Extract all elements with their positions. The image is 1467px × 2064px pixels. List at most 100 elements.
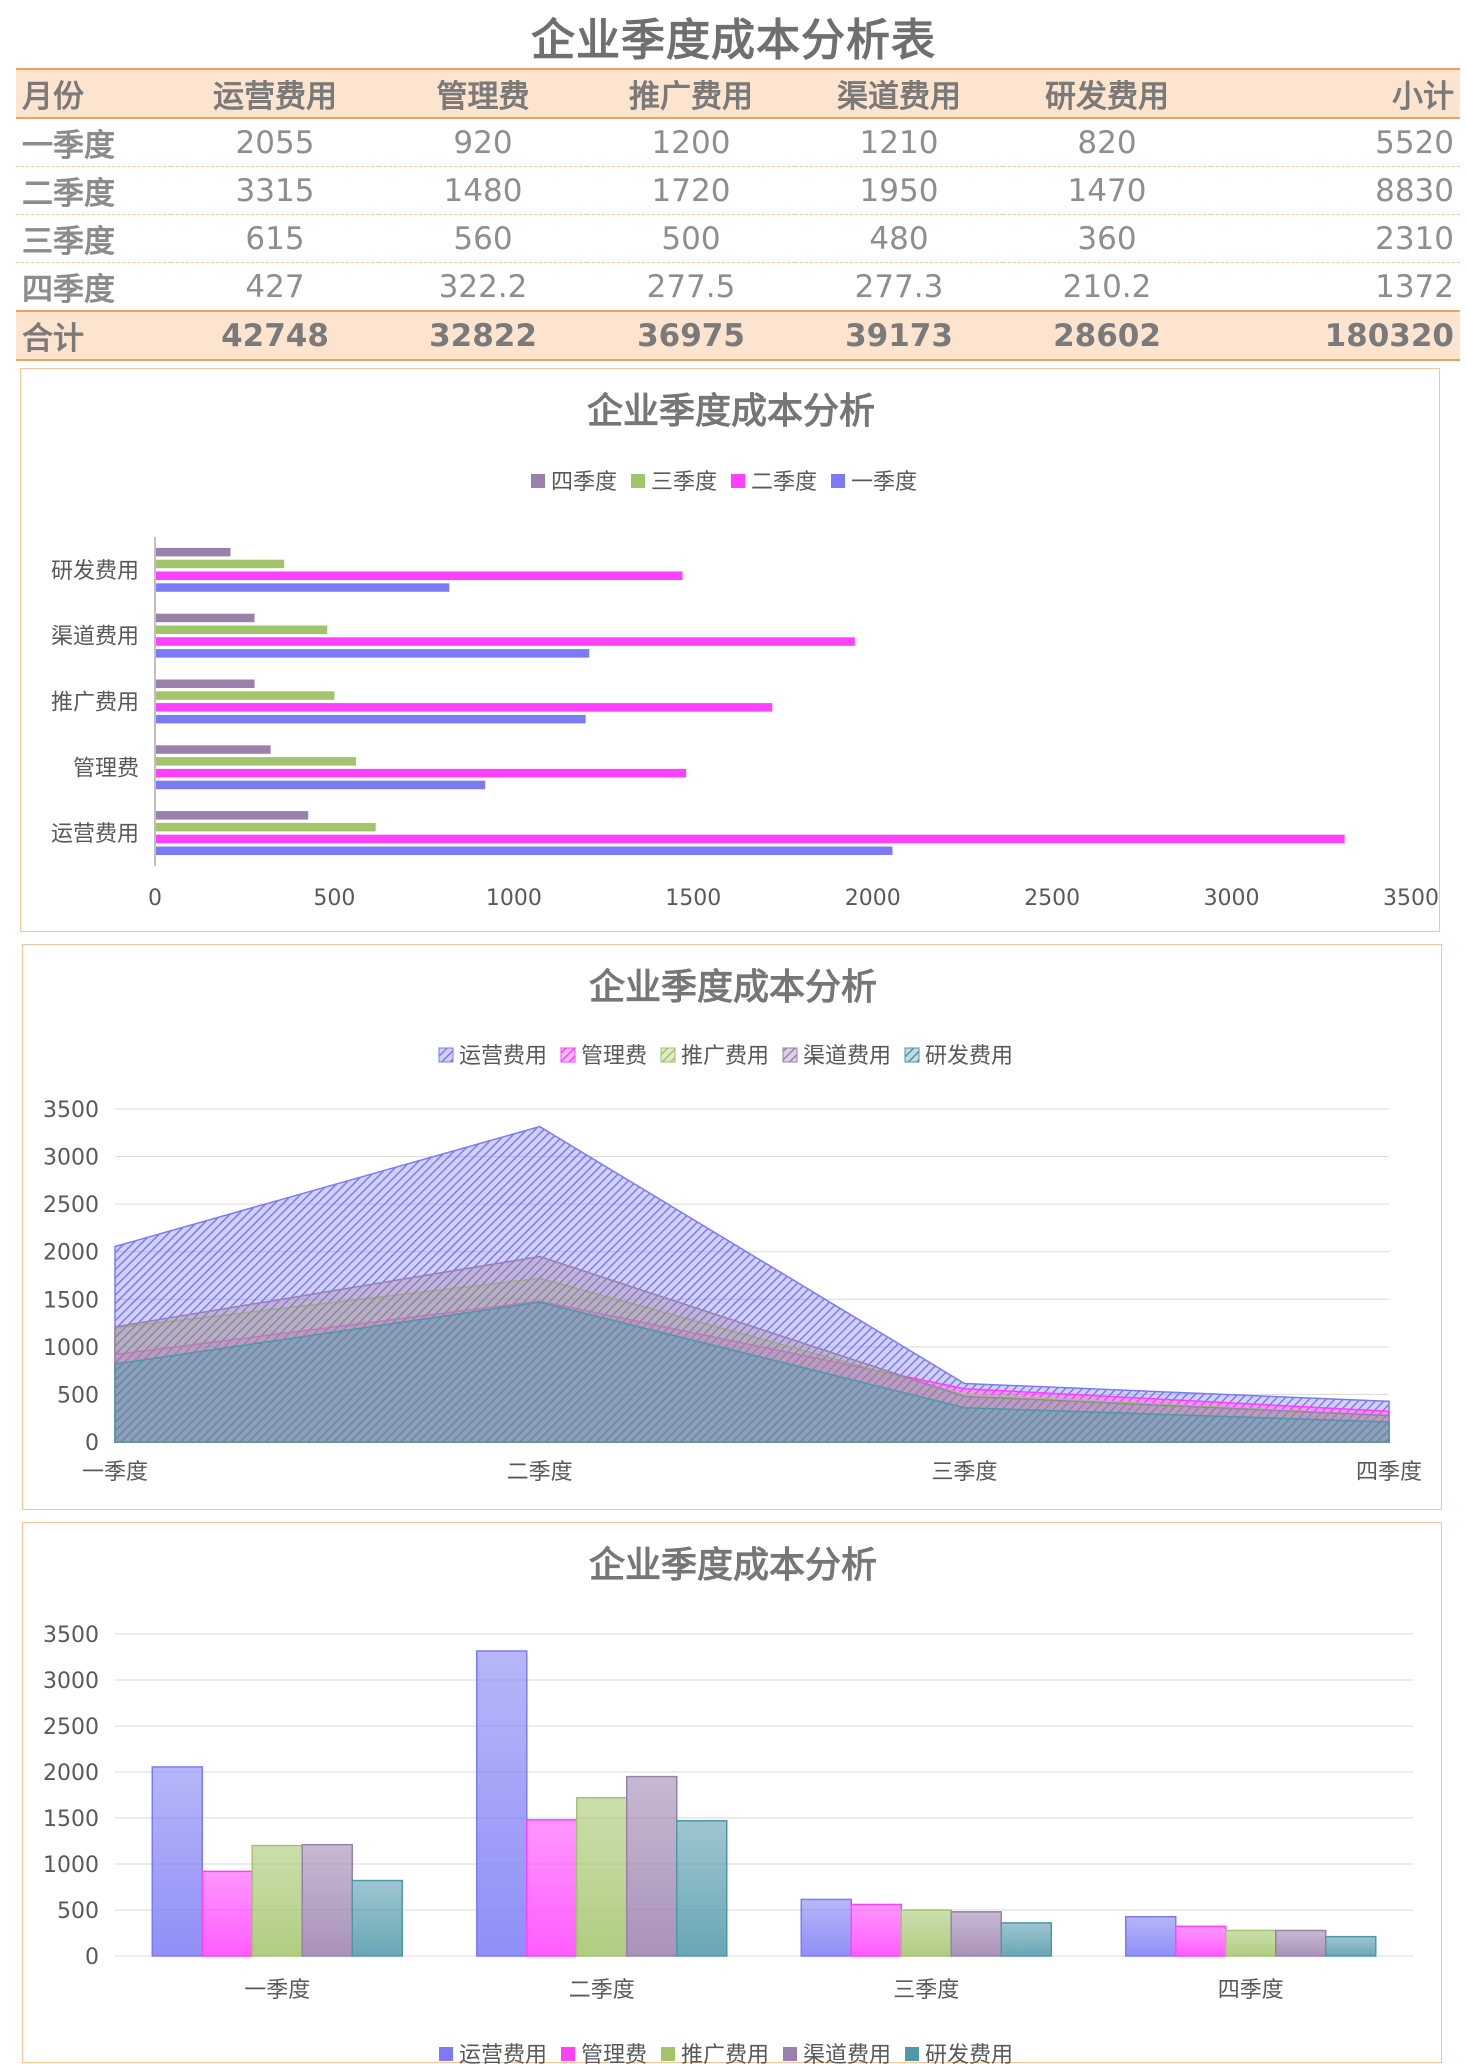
table-cell: 920 (379, 118, 587, 167)
row-label: 一季度 (16, 118, 171, 167)
legend-swatch (731, 474, 745, 488)
column-chart-panel: 企业季度成本分析 0 500 1000 1500 2000 2500 3000 3500 一季度 二… (22, 1522, 1442, 2064)
bar (301, 1843, 353, 1957)
total-cell: 39173 (795, 310, 1003, 361)
grand-total-cell: 180320 (1211, 310, 1460, 361)
legend-label: 一季度 (851, 470, 917, 495)
column-header-operations: 运营费用 (171, 68, 379, 119)
legend-label: 渠道费用 (803, 1044, 891, 1069)
bar (850, 1903, 902, 1957)
table-cell: 1480 (379, 166, 587, 215)
legend-swatch (831, 474, 845, 488)
bar (156, 637, 855, 646)
subtotal-cell: 1372 (1211, 262, 1460, 312)
y-tick-label: 500 (57, 1383, 99, 1408)
bar (1225, 1929, 1277, 1957)
bar (156, 571, 683, 580)
total-cell: 36975 (587, 310, 795, 361)
x-tick-label: 三季度 (931, 1460, 997, 1485)
y-tick-label: 研发费用 (51, 559, 139, 584)
bar (526, 1819, 578, 1957)
table-cell: 1720 (587, 166, 795, 215)
table-cell: 277.3 (795, 262, 1003, 312)
area-series (114, 1301, 1390, 1443)
x-tick-label: 3000 (1204, 886, 1260, 911)
subtotal-cell: 2310 (1211, 214, 1460, 263)
y-tick-label: 1000 (43, 1853, 99, 1878)
y-tick-label: 推广费用 (51, 691, 139, 716)
table-row: 三季度 615 560 500 480 360 2310 (16, 214, 1460, 263)
bar (156, 834, 1345, 844)
chart-title: 企业季度成本分析 (589, 966, 877, 1008)
x-tick-label: 一季度 (82, 1460, 148, 1485)
chart-title: 企业季度成本分析 (589, 1544, 877, 1586)
y-tick-label: 3500 (43, 1098, 99, 1123)
table-cell: 820 (1003, 118, 1211, 167)
legend-label: 四季度 (551, 470, 617, 495)
x-tick-label: 一季度 (244, 1978, 310, 2003)
table-cell: 322.2 (379, 262, 587, 312)
bar (156, 547, 231, 557)
bar (156, 768, 687, 778)
bar (800, 1898, 852, 1957)
bar (156, 846, 893, 855)
legend-label: 渠道费用 (803, 2043, 891, 2064)
bar (156, 649, 590, 658)
legend-swatch (904, 1047, 920, 1063)
bar (950, 1911, 1002, 1957)
bar (156, 745, 271, 754)
column-header-channel: 渠道费用 (795, 68, 1003, 119)
legend-label: 管理费 (581, 2043, 647, 2064)
row-label: 二季度 (16, 166, 171, 215)
total-cell: 42748 (171, 310, 379, 361)
legend-label: 三季度 (651, 470, 717, 495)
x-tick-label: 500 (313, 886, 355, 911)
bar (251, 1844, 303, 1957)
table-cell: 560 (379, 214, 587, 263)
table-cell: 1470 (1003, 166, 1211, 215)
table-cell: 360 (1003, 214, 1211, 263)
table-header-row: 月份 运营费用 管理费 推广费用 渠道费用 研发费用 小计 (16, 68, 1460, 119)
y-tick-label: 渠道费用 (51, 625, 139, 650)
y-tick-label: 2000 (43, 1761, 99, 1786)
x-tick-label: 三季度 (893, 1978, 959, 2003)
legend-swatch (660, 1047, 676, 1063)
x-tick-label: 四季度 (1218, 1978, 1284, 2003)
y-tick-label: 1500 (43, 1807, 99, 1832)
bar (156, 679, 255, 688)
bar (151, 1766, 203, 1957)
legend-swatch (560, 1047, 576, 1063)
bar (476, 1650, 528, 1957)
legend-swatch (439, 2047, 453, 2061)
table-cell: 1950 (795, 166, 1003, 215)
bar (1000, 1922, 1052, 1957)
x-tick-label: 二季度 (569, 1978, 635, 2003)
row-label: 四季度 (16, 262, 171, 312)
total-row: 合计 42748 32822 36975 39173 28602 180320 (16, 310, 1460, 361)
legend-label: 推广费用 (681, 1044, 769, 1069)
bar (156, 583, 450, 592)
legend-swatch (905, 2047, 919, 2061)
bar (156, 780, 486, 790)
horizontal-bar-chart-panel: 企业季度成本分析 四季度 三季度 二季度 一季度 0 500 1000 1500 2000 2500… (20, 368, 1440, 932)
bar (201, 1870, 253, 1957)
table-cell: 500 (587, 214, 795, 263)
x-tick-label: 2500 (1024, 886, 1080, 911)
legend-label: 二季度 (751, 470, 817, 495)
table-row: 一季度 2055 920 1200 1210 820 5520 (16, 118, 1460, 167)
bar (576, 1797, 628, 1957)
y-tick-label: 2000 (43, 1241, 99, 1266)
legend-swatch (782, 1047, 798, 1063)
total-cell: 28602 (1003, 310, 1211, 361)
x-tick-label: 二季度 (507, 1460, 573, 1485)
bar (626, 1775, 678, 1957)
bar (1275, 1929, 1327, 1957)
column-header-promotion: 推广费用 (587, 68, 795, 119)
y-tick-label: 2500 (43, 1715, 99, 1740)
column-header-subtotal: 小计 (1211, 68, 1460, 119)
y-tick-label: 3000 (43, 1146, 99, 1171)
bar (351, 1879, 403, 1957)
legend-swatch (438, 1047, 454, 1063)
legend-swatch (561, 2047, 575, 2061)
x-tick-label: 0 (148, 886, 162, 911)
